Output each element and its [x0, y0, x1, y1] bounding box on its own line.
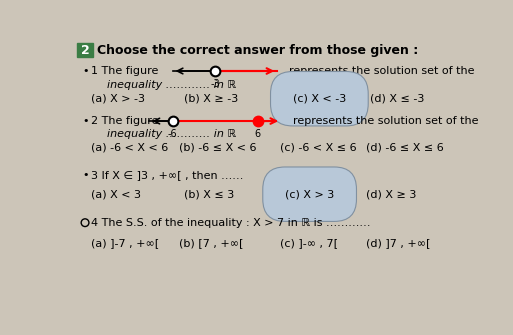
Text: (d) X ≤ -3: (d) X ≤ -3	[370, 94, 425, 104]
Text: -6: -6	[168, 129, 177, 139]
Text: (c) X < -3: (c) X < -3	[293, 94, 346, 104]
FancyBboxPatch shape	[77, 43, 93, 57]
Text: represents the solution set of the: represents the solution set of the	[289, 66, 475, 76]
Text: 3 If X ∈ ]3 , +∞[ , then ……: 3 If X ∈ ]3 , +∞[ , then ……	[91, 170, 244, 180]
Text: •: •	[83, 66, 89, 76]
Text: (a) X < 3: (a) X < 3	[91, 189, 141, 199]
Text: (a) ]-7 , +∞[: (a) ]-7 , +∞[	[91, 238, 160, 248]
Text: 2 The figure: 2 The figure	[91, 116, 159, 126]
Text: (d) X ≥ 3: (d) X ≥ 3	[366, 189, 417, 199]
Text: (a) X > -3: (a) X > -3	[91, 94, 145, 104]
Text: 6: 6	[255, 129, 261, 139]
Text: inequality ………… in ℝ: inequality ………… in ℝ	[107, 80, 236, 90]
Text: 2: 2	[81, 44, 89, 57]
Text: Choose the correct answer from those given :: Choose the correct answer from those giv…	[96, 44, 418, 57]
Text: represents the solution set of the: represents the solution set of the	[293, 116, 478, 126]
Text: (c) ]-∞ , 7[: (c) ]-∞ , 7[	[280, 238, 338, 248]
Text: (b) -6 ≤ X < 6: (b) -6 ≤ X < 6	[179, 143, 256, 153]
Text: (d) -6 ≤ X ≤ 6: (d) -6 ≤ X ≤ 6	[366, 143, 444, 153]
Text: (d) ]7 , +∞[: (d) ]7 , +∞[	[366, 238, 431, 248]
Text: (b) X ≥ -3: (b) X ≥ -3	[184, 94, 239, 104]
Text: (c) X > 3: (c) X > 3	[285, 189, 334, 199]
Text: (c) -6 < X ≤ 6: (c) -6 < X ≤ 6	[280, 143, 356, 153]
Text: •: •	[83, 116, 89, 126]
Text: •: •	[83, 170, 89, 180]
Text: 1 The figure: 1 The figure	[91, 66, 159, 76]
Text: (a) -6 < X < 6: (a) -6 < X < 6	[91, 143, 168, 153]
Text: (b) [7 , +∞[: (b) [7 , +∞[	[179, 238, 243, 248]
Text: -3: -3	[210, 79, 220, 89]
Text: (b) X ≤ 3: (b) X ≤ 3	[184, 189, 234, 199]
Text: 4 The S.S. of the inequality : X > 7 in ℝ is …………: 4 The S.S. of the inequality : X > 7 in …	[91, 218, 371, 228]
Text: inequality ………… in ℝ: inequality ………… in ℝ	[107, 129, 236, 139]
